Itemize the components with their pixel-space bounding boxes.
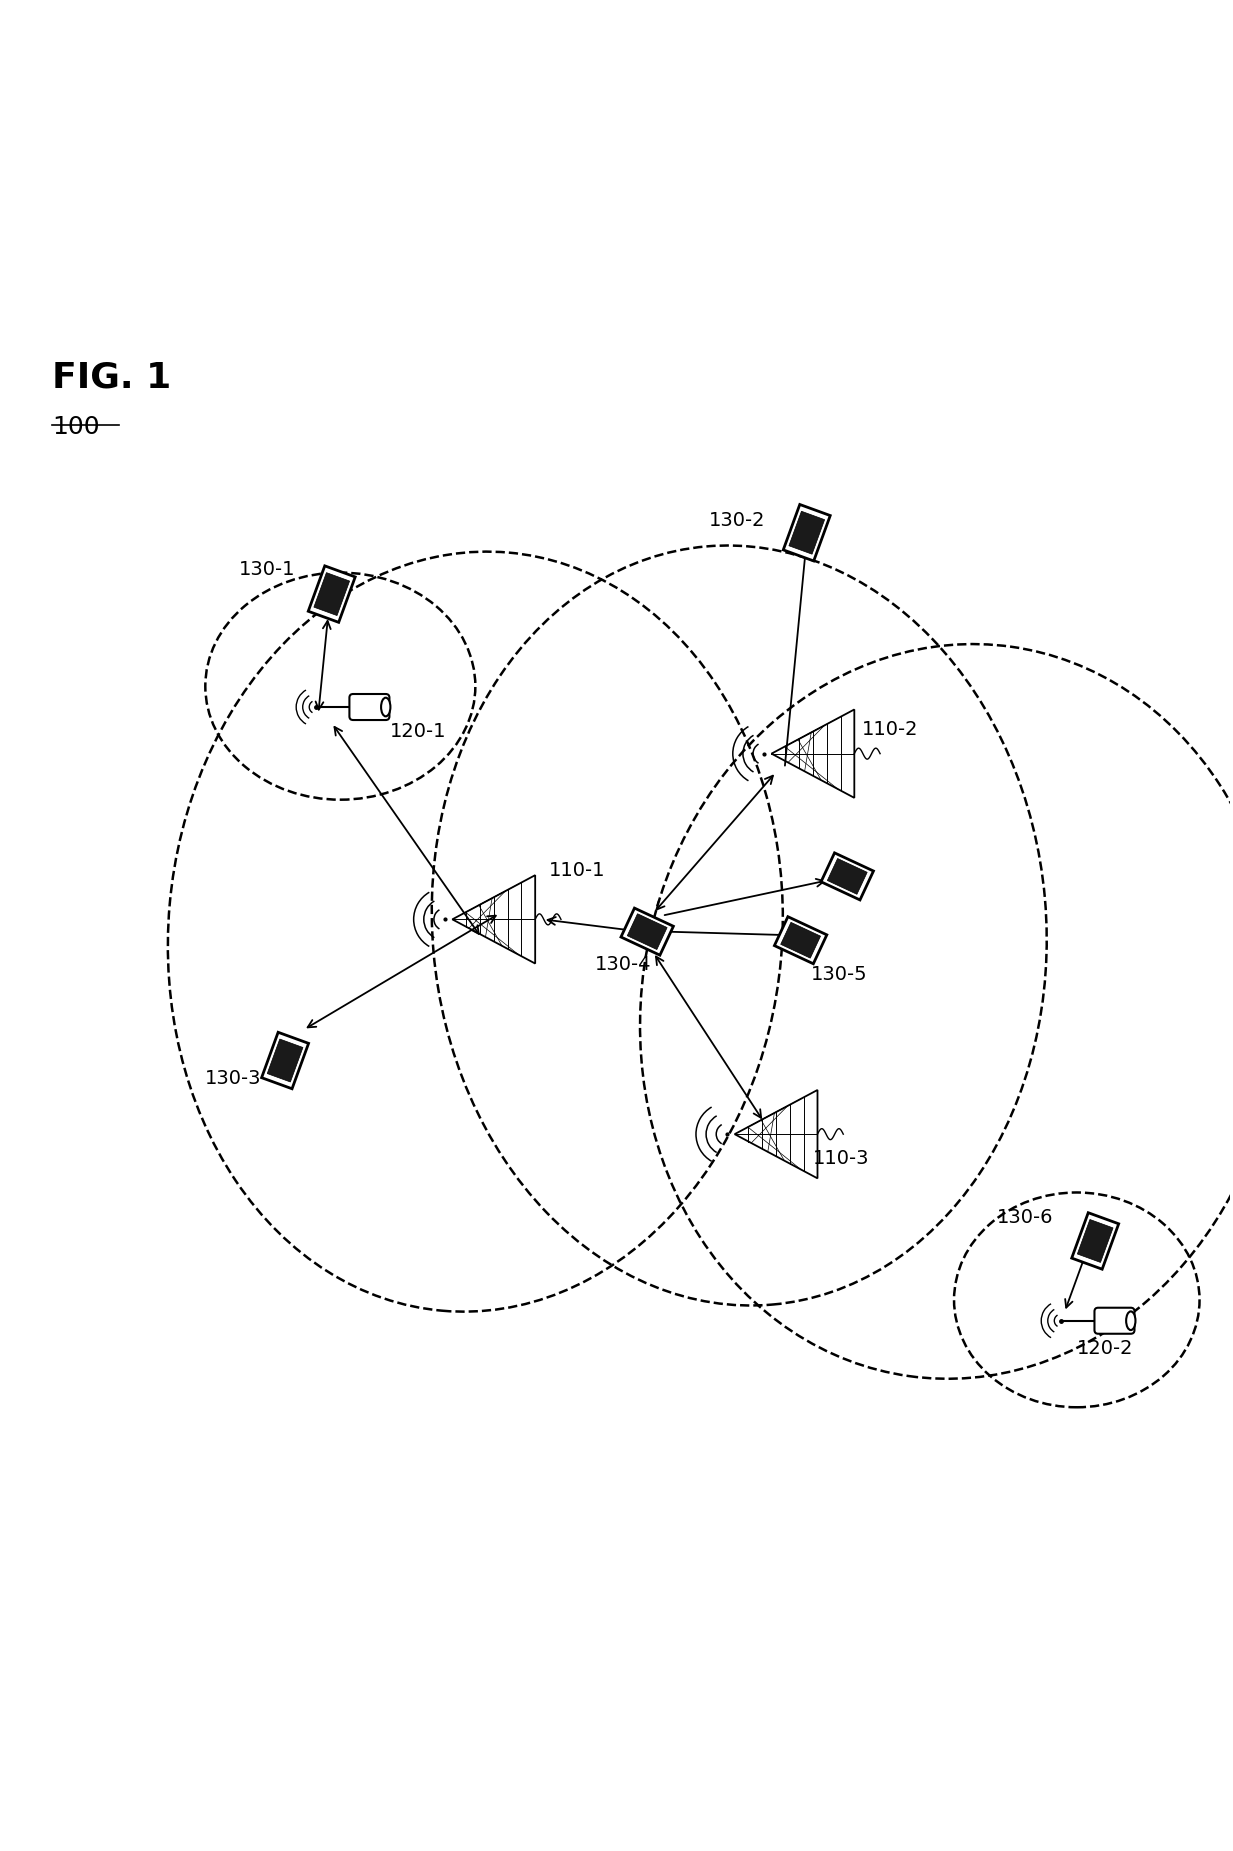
FancyBboxPatch shape [1095, 1307, 1134, 1335]
Polygon shape [783, 505, 830, 561]
Ellipse shape [1126, 1311, 1136, 1331]
Ellipse shape [381, 698, 391, 716]
Polygon shape [789, 511, 825, 553]
Text: 130-3: 130-3 [206, 1070, 261, 1088]
Polygon shape [821, 853, 873, 900]
Text: 130-1: 130-1 [238, 561, 295, 579]
Polygon shape [774, 916, 827, 964]
Text: 130-5: 130-5 [810, 964, 867, 985]
Polygon shape [261, 1033, 308, 1088]
Polygon shape [268, 1038, 303, 1083]
Text: 130-2: 130-2 [709, 511, 764, 529]
Polygon shape [1078, 1220, 1113, 1262]
Text: 130-4: 130-4 [594, 955, 651, 974]
Polygon shape [621, 909, 673, 955]
Text: 120-1: 120-1 [390, 722, 446, 740]
Text: FIG. 1: FIG. 1 [52, 361, 171, 394]
Text: 110-3: 110-3 [813, 1149, 869, 1168]
Text: 110-1: 110-1 [549, 861, 605, 879]
Text: 130-6: 130-6 [997, 1209, 1053, 1227]
Polygon shape [308, 566, 355, 622]
Text: 100: 100 [52, 415, 100, 439]
Text: 120-2: 120-2 [1076, 1340, 1133, 1359]
Polygon shape [827, 859, 867, 894]
Polygon shape [628, 914, 667, 950]
Text: 110-2: 110-2 [862, 720, 919, 739]
FancyBboxPatch shape [349, 694, 390, 720]
Polygon shape [780, 922, 820, 959]
Polygon shape [1071, 1212, 1118, 1270]
Polygon shape [314, 572, 350, 616]
